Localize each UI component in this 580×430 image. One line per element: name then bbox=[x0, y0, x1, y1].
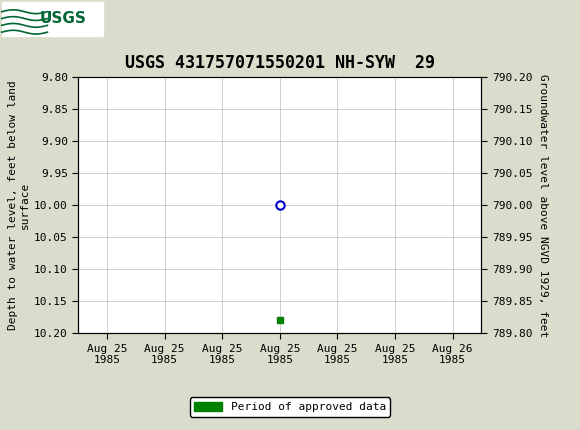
Y-axis label: Depth to water level, feet below land
surface: Depth to water level, feet below land su… bbox=[8, 80, 30, 330]
Legend: Period of approved data: Period of approved data bbox=[190, 397, 390, 417]
Title: USGS 431757071550201 NH-SYW  29: USGS 431757071550201 NH-SYW 29 bbox=[125, 54, 435, 72]
Text: USGS: USGS bbox=[39, 12, 86, 26]
Bar bbox=[2, 2, 103, 36]
Y-axis label: Groundwater level above NGVD 1929, feet: Groundwater level above NGVD 1929, feet bbox=[538, 74, 548, 337]
